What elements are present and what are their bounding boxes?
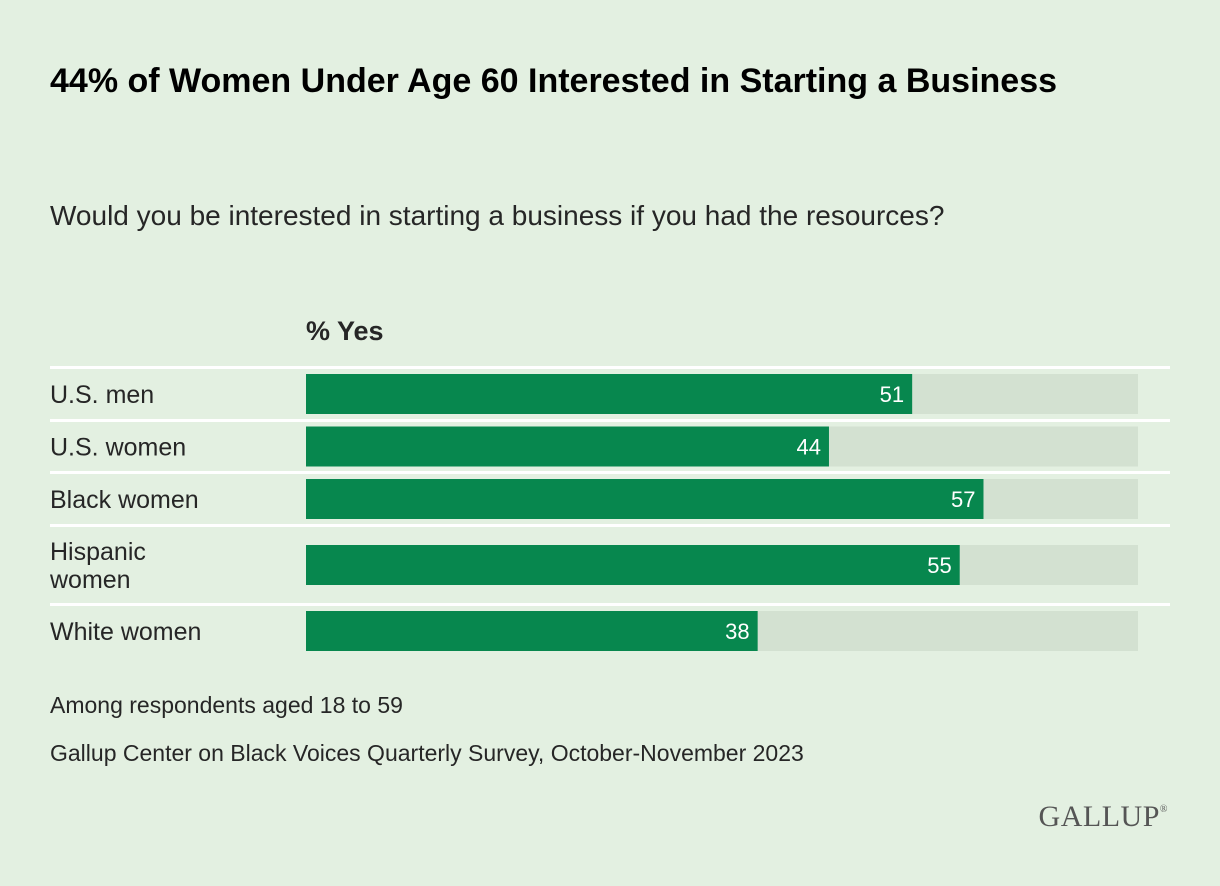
category-label: U.S. men <box>50 381 154 409</box>
row-separator <box>50 471 1170 474</box>
bar <box>306 545 960 585</box>
bar-value-label: 55 <box>927 553 951 578</box>
note-source: Gallup Center on Black Voices Quarterly … <box>50 740 804 766</box>
category-label: Black women <box>50 486 199 514</box>
category-label: U.S. women <box>50 434 186 462</box>
note-sample: Among respondents aged 18 to 59 <box>50 692 403 718</box>
category-label: Hispanic women <box>49 538 146 594</box>
row-separator <box>50 603 1170 606</box>
gallup-logo: GALLUP® <box>1038 800 1168 833</box>
bar <box>306 374 913 414</box>
category-label: White women <box>50 618 201 646</box>
bar <box>306 426 829 467</box>
row-separator <box>50 366 1170 369</box>
column-header: % Yes <box>306 316 384 346</box>
chart-subtitle: Would you be interested in starting a bu… <box>50 200 945 231</box>
bar-value-label: 57 <box>951 487 975 512</box>
chart-title: 44% of Women Under Age 60 Interested in … <box>50 62 1058 100</box>
row-separator <box>50 419 1170 422</box>
bar-value-label: 38 <box>725 619 749 644</box>
bar-value-label: 44 <box>796 435 820 460</box>
bar-value-label: 51 <box>880 382 904 407</box>
bar <box>306 479 984 519</box>
row-separator <box>50 524 1170 527</box>
bar <box>306 611 758 651</box>
